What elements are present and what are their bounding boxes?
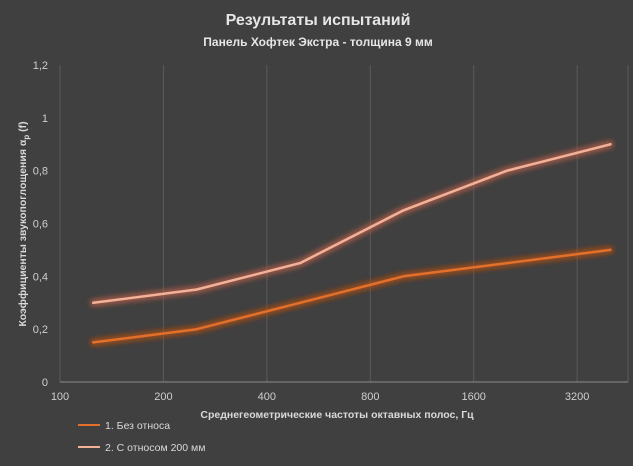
legend-label: 2. С относом 200 мм <box>105 442 205 454</box>
y-tick-label: 0 <box>42 377 48 389</box>
x-tick-label: 1600 <box>461 391 485 403</box>
series-line <box>92 248 612 344</box>
series-glow <box>90 246 614 346</box>
y-tick-label: 0,8 <box>33 166 48 178</box>
data-point <box>505 261 509 265</box>
y-axis-label: Коэффициенты звукопоглощения αp (f) <box>17 121 31 326</box>
data-point <box>298 261 302 265</box>
series-2 <box>90 141 614 306</box>
data-point <box>505 169 509 172</box>
x-tick-label: 400 <box>258 391 276 403</box>
y-tick-label: 0,4 <box>33 271 48 283</box>
axes: 100 200 400 800 1600 3200 0 0,2 0,4 0,6 0,8 1 1,2 <box>33 60 628 403</box>
y-axis-label-suffix: (f) <box>17 121 29 134</box>
data-point <box>92 301 95 304</box>
x-tick-label: 800 <box>361 391 379 403</box>
y-axis-label-group: Коэффициенты звукопоглощения αp (f) <box>17 121 31 326</box>
series-line <box>92 143 612 305</box>
data-point <box>195 288 198 291</box>
x-tick-label: 200 <box>154 391 172 403</box>
legend-label: 1. Без относа <box>105 420 170 432</box>
series-glow <box>90 141 614 306</box>
y-tick-label: 1 <box>42 113 48 125</box>
chart-subtitle: Панель Хофтек Экстра - толщина 9 мм <box>203 35 433 49</box>
legend: 1. Без относа 2. С относом 200 мм <box>78 420 205 454</box>
data-point <box>402 209 405 212</box>
series-layer <box>90 141 614 346</box>
data-point <box>92 341 95 344</box>
grid <box>59 65 629 382</box>
data-point <box>298 301 302 304</box>
y-axis-label-main: Коэффициенты звукопоглощения α <box>17 139 29 327</box>
x-tick-label: 3200 <box>565 391 589 403</box>
y-tick-label: 0,2 <box>33 324 48 336</box>
data-point <box>609 143 612 146</box>
series-1 <box>90 246 614 346</box>
x-axis-label: Среднегеометрические частоты октавных по… <box>200 409 474 421</box>
data-point <box>195 327 198 331</box>
y-tick-label: 1,2 <box>33 60 48 72</box>
y-tick-label: 0,6 <box>33 219 48 231</box>
y-axis-label-subscript: p <box>22 135 31 140</box>
chart-title: Результаты испытаний <box>226 12 411 29</box>
x-tick-label: 100 <box>51 391 69 403</box>
data-point <box>609 248 612 252</box>
data-point <box>402 275 405 278</box>
